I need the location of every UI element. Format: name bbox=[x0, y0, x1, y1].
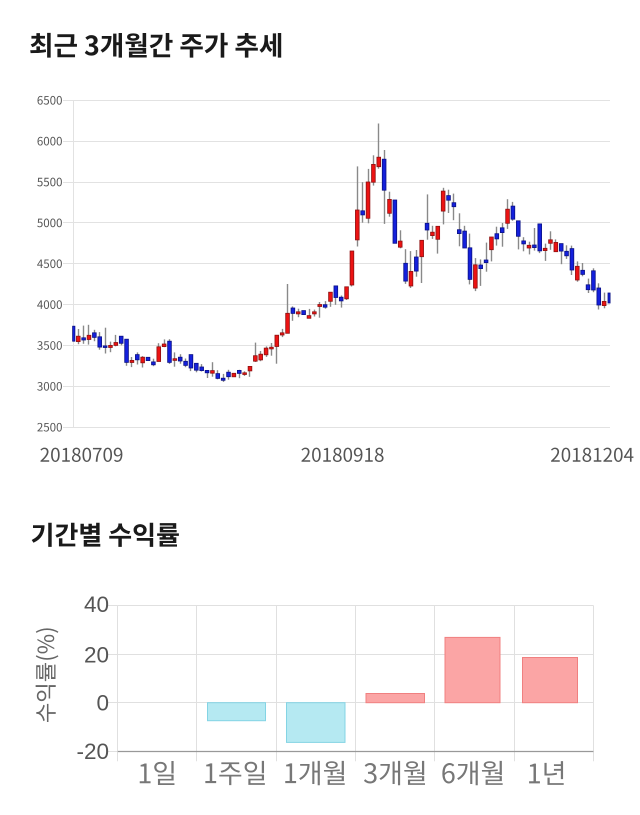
svg-text:0: 0 bbox=[96, 691, 109, 716]
svg-text:20: 20 bbox=[84, 642, 109, 667]
svg-text:-20: -20 bbox=[76, 739, 109, 764]
svg-text:40: 40 bbox=[84, 592, 109, 617]
